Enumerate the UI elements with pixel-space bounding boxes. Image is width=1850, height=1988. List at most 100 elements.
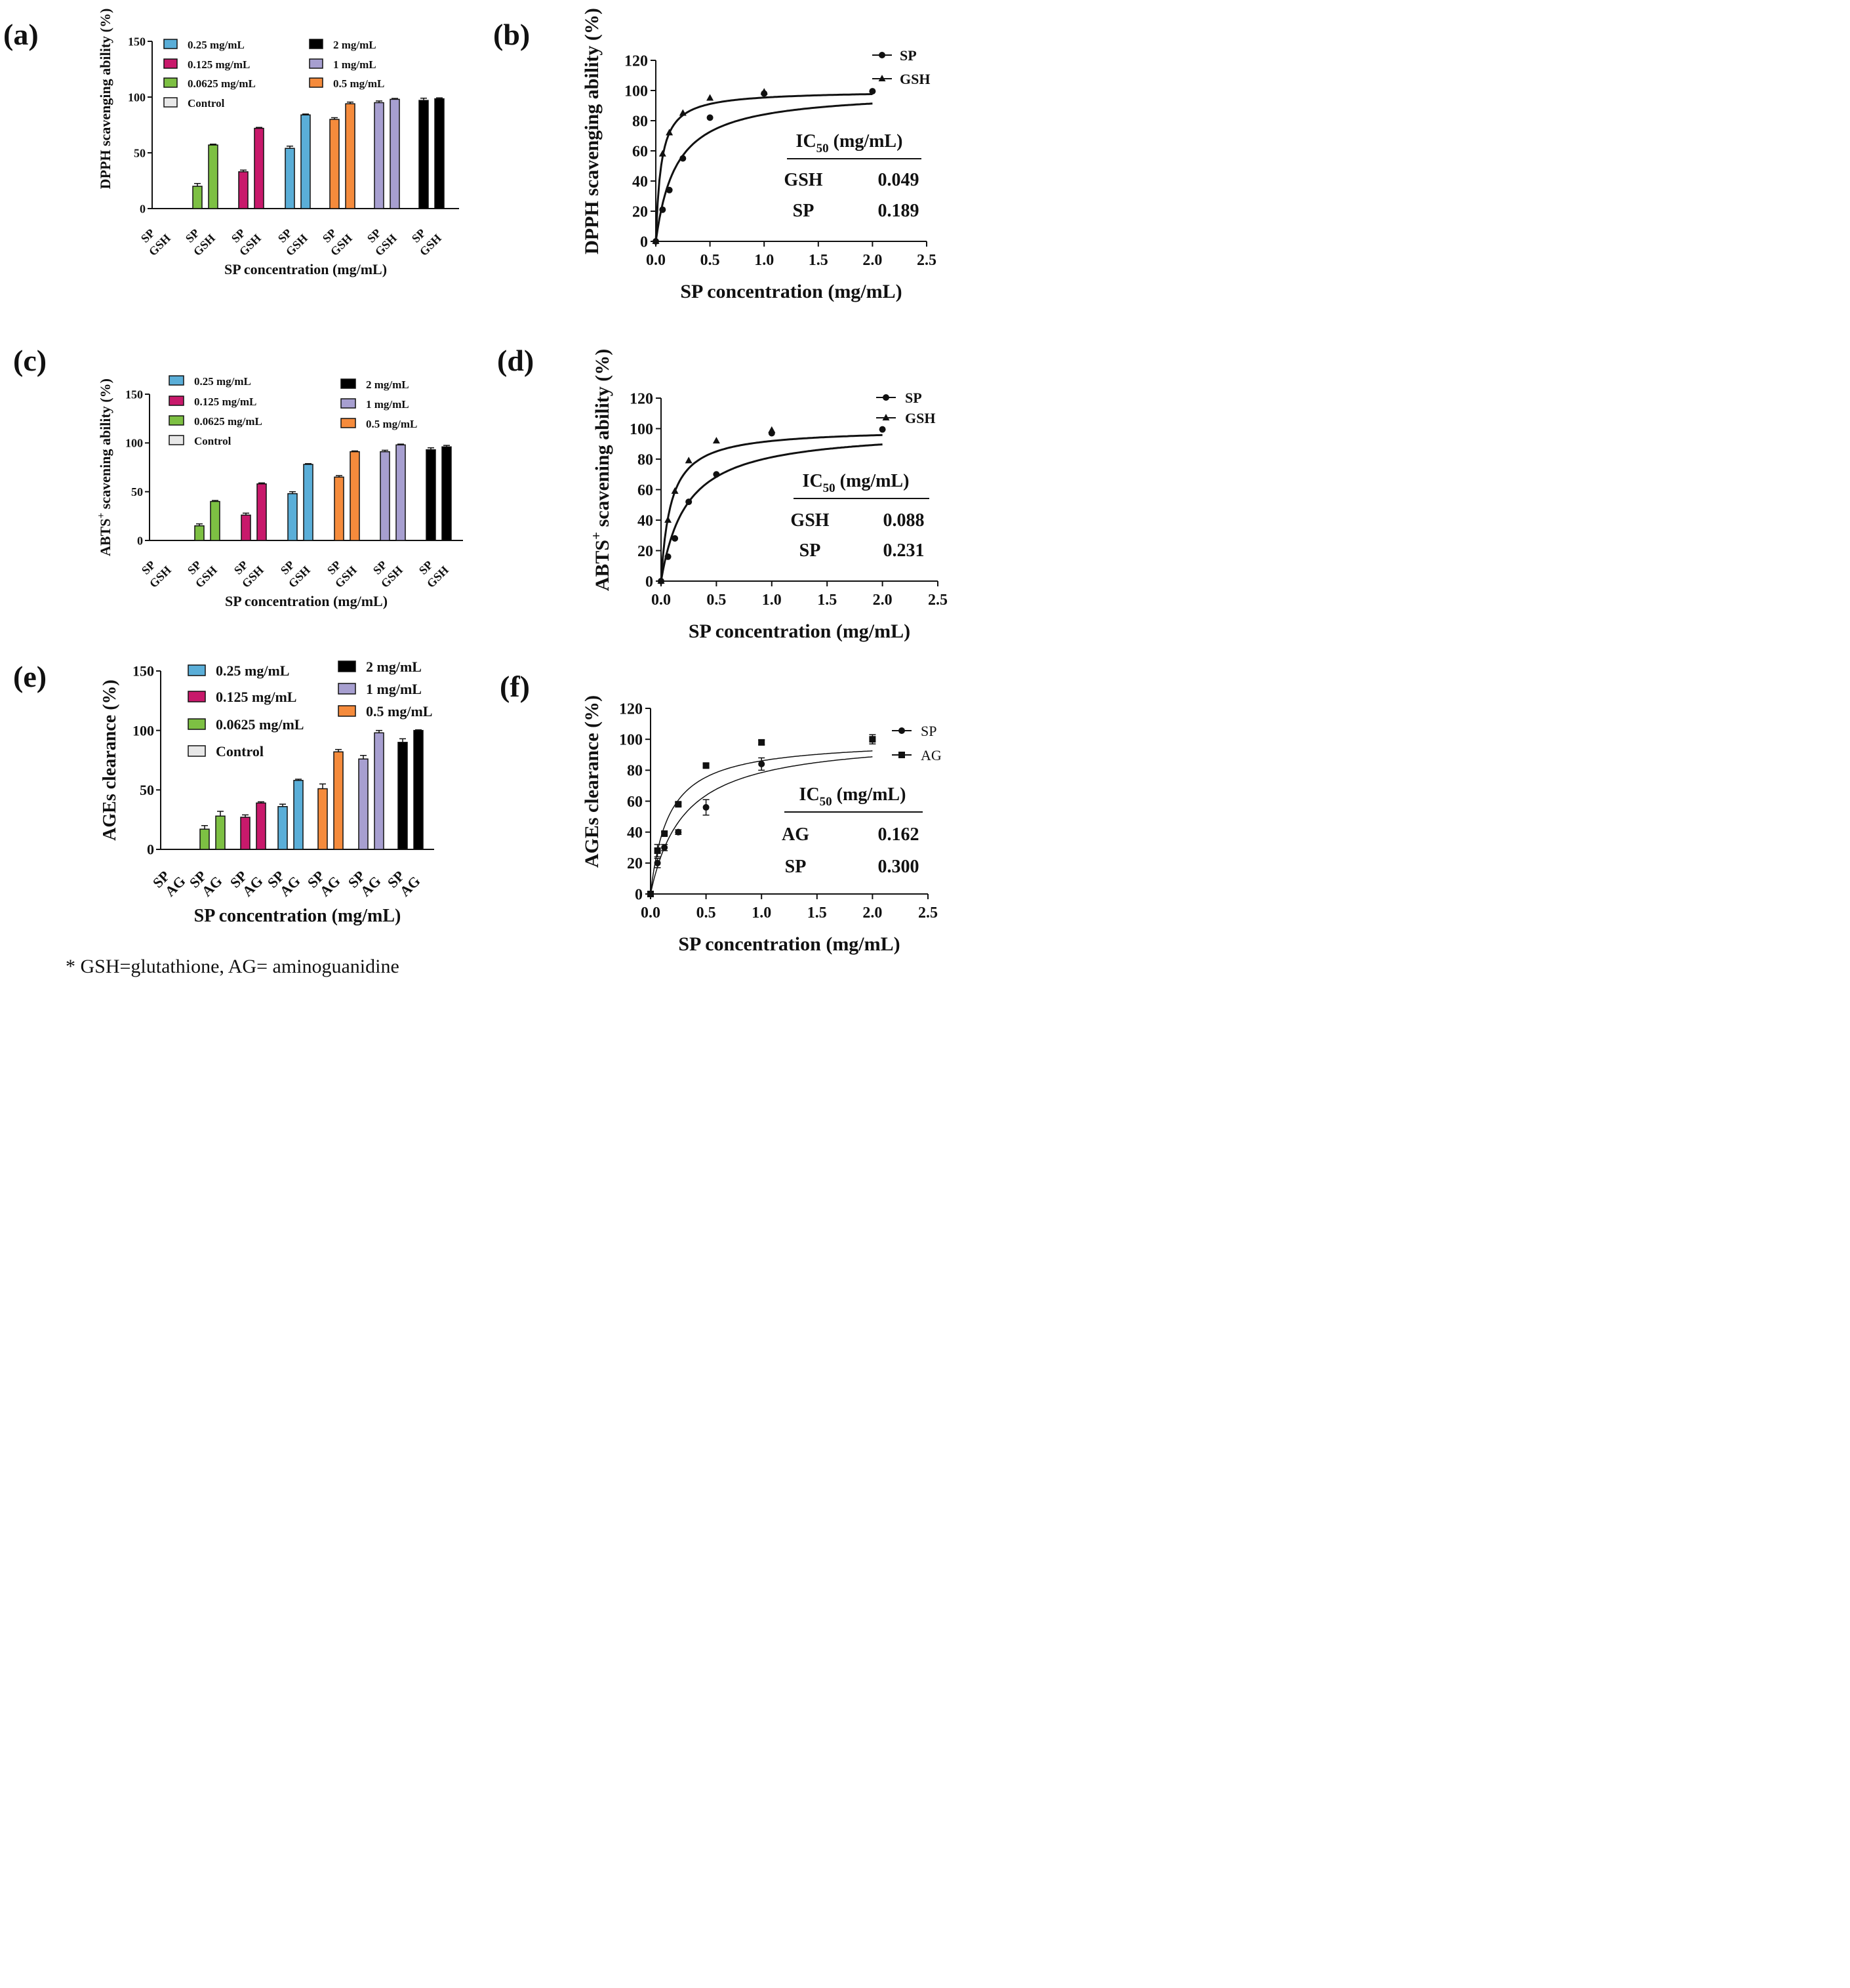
legend-label: Control bbox=[216, 743, 264, 760]
bar-gsh-5 bbox=[395, 444, 406, 541]
y-tick-label: 80 bbox=[632, 113, 648, 130]
x-tick-label: 1.0 bbox=[752, 904, 771, 922]
point-sp bbox=[758, 760, 765, 767]
bar-gsh-1 bbox=[208, 144, 218, 209]
legend-label: 0.125 mg/mL bbox=[194, 396, 256, 408]
point-ag bbox=[869, 736, 876, 743]
point-sp bbox=[685, 498, 693, 506]
x-tick-label: 1.0 bbox=[754, 252, 774, 269]
x-tick-label: 0.5 bbox=[696, 904, 716, 922]
point-ag bbox=[758, 739, 765, 746]
y-tick-label: 50 bbox=[131, 485, 143, 498]
legend-label: SP bbox=[921, 723, 936, 739]
x-tick-label: 0.5 bbox=[706, 592, 726, 609]
ic50-header: IC50 (mg/mL) bbox=[799, 784, 906, 809]
x-tick-label: 1.5 bbox=[807, 904, 827, 922]
bar-gsh-6 bbox=[434, 98, 445, 209]
fit-curve-sp bbox=[660, 443, 883, 582]
point-sp bbox=[679, 155, 687, 162]
legend-marker bbox=[898, 752, 905, 758]
point-sp bbox=[702, 803, 710, 811]
point-ag bbox=[675, 801, 682, 808]
legend-swatch bbox=[338, 660, 356, 672]
legend-label: SP bbox=[905, 390, 922, 406]
ic50-row-value: 0.231 bbox=[883, 540, 925, 561]
y-tick-label: 100 bbox=[128, 91, 146, 104]
y-tick-label: 100 bbox=[624, 83, 648, 100]
legend-label: GSH bbox=[905, 410, 935, 426]
bar-sp-2 bbox=[241, 514, 251, 541]
panel-letter-e: (e) bbox=[13, 660, 47, 693]
point-gsh bbox=[712, 437, 720, 444]
ic50-row-name: GSH bbox=[790, 510, 829, 531]
y-tick-label: 150 bbox=[125, 388, 143, 401]
y-tick-label: 0 bbox=[640, 233, 648, 251]
y-tick-label: 40 bbox=[632, 173, 648, 190]
x-axis-label: SP concentration (mg/mL) bbox=[224, 261, 387, 277]
y-tick-label: 50 bbox=[140, 782, 154, 798]
y-tick-label: 40 bbox=[637, 512, 653, 529]
y-tick-label: 60 bbox=[627, 794, 643, 811]
legend-label: 0.5 mg/mL bbox=[366, 418, 417, 430]
point-ag bbox=[654, 847, 661, 854]
y-tick-label: 60 bbox=[632, 143, 648, 160]
bar-gsh-4 bbox=[350, 451, 360, 541]
x-tick-label: 2.0 bbox=[862, 904, 882, 922]
bar-sp-6 bbox=[426, 449, 436, 541]
panel-letter-b: (b) bbox=[493, 18, 530, 51]
point-gsh bbox=[671, 487, 679, 494]
legend-swatch bbox=[163, 58, 178, 69]
bar-sp-4 bbox=[317, 788, 328, 850]
x-axis-label: SP concentration (mg/mL) bbox=[689, 620, 910, 642]
point-sp bbox=[879, 426, 886, 433]
legend-swatch bbox=[309, 39, 323, 49]
legend-swatch bbox=[169, 435, 184, 445]
bar-gsh-2 bbox=[256, 483, 267, 541]
x-axis-label: SP concentration (mg/mL) bbox=[194, 906, 401, 926]
legend-swatch bbox=[338, 683, 356, 695]
y-tick-label: 60 bbox=[637, 482, 653, 499]
legend-label: Control bbox=[194, 435, 231, 447]
scatter-chart-f: 0 20 40 60 80 100 120 0.0 0.5 1.0 1.5 2.0 2.5 SP conc… bbox=[581, 695, 942, 955]
fit-curve-sp bbox=[654, 102, 873, 242]
y-tick-label: 0 bbox=[635, 886, 643, 903]
y-tick-label: 0 bbox=[140, 202, 146, 215]
point-sp bbox=[869, 88, 876, 95]
legend-label: 2 mg/mL bbox=[366, 659, 422, 675]
y-tick-label: 100 bbox=[132, 722, 154, 739]
legend-label: 2 mg/mL bbox=[333, 39, 376, 51]
y-tick-label: 20 bbox=[627, 855, 643, 872]
point-ag bbox=[647, 891, 654, 897]
legend-marker bbox=[898, 727, 905, 734]
legend-marker bbox=[882, 414, 890, 420]
point-sp bbox=[706, 114, 714, 121]
bar-gsh-6 bbox=[441, 446, 452, 541]
legend-label: 0.125 mg/mL bbox=[188, 58, 250, 71]
y-tick-label: 120 bbox=[624, 52, 648, 70]
x-tick-label: 0.0 bbox=[646, 252, 666, 269]
x-tick-label: 0.0 bbox=[641, 904, 660, 922]
point-gsh bbox=[706, 94, 714, 101]
y-tick-label: 120 bbox=[630, 390, 653, 407]
y-axis-label: ABTS+ scavening ability (%) bbox=[96, 378, 113, 556]
bar-sp-1 bbox=[199, 828, 210, 850]
point-gsh bbox=[664, 516, 672, 523]
point-gsh bbox=[666, 129, 674, 136]
ic50-row-value: 0.088 bbox=[883, 510, 925, 531]
x-axis-label: SP concentration (mg/mL) bbox=[225, 593, 388, 609]
x-tick-label: 2.0 bbox=[873, 592, 893, 609]
bar-gsh-1 bbox=[210, 500, 220, 541]
bar-sp-2 bbox=[238, 171, 249, 209]
x-axis-label: SP concentration (mg/mL) bbox=[678, 933, 900, 955]
ic50-row-name: SP bbox=[799, 540, 821, 561]
x-tick-label: 2.5 bbox=[928, 592, 948, 609]
legend-swatch bbox=[169, 415, 184, 426]
y-tick-label: 40 bbox=[627, 824, 643, 842]
bar-sp-6 bbox=[418, 100, 429, 209]
y-axis-label: ABTS+ scavening ability (%) bbox=[588, 349, 613, 592]
point-sp bbox=[675, 828, 682, 836]
y-tick-label: 150 bbox=[132, 663, 154, 680]
x-tick-label: 2.5 bbox=[918, 904, 938, 922]
figure-canvas: (a) (b) (c) (d) (e) (f) 0 50 100 150 SP GSH SP GSH SP G… bbox=[3, 8, 948, 955]
